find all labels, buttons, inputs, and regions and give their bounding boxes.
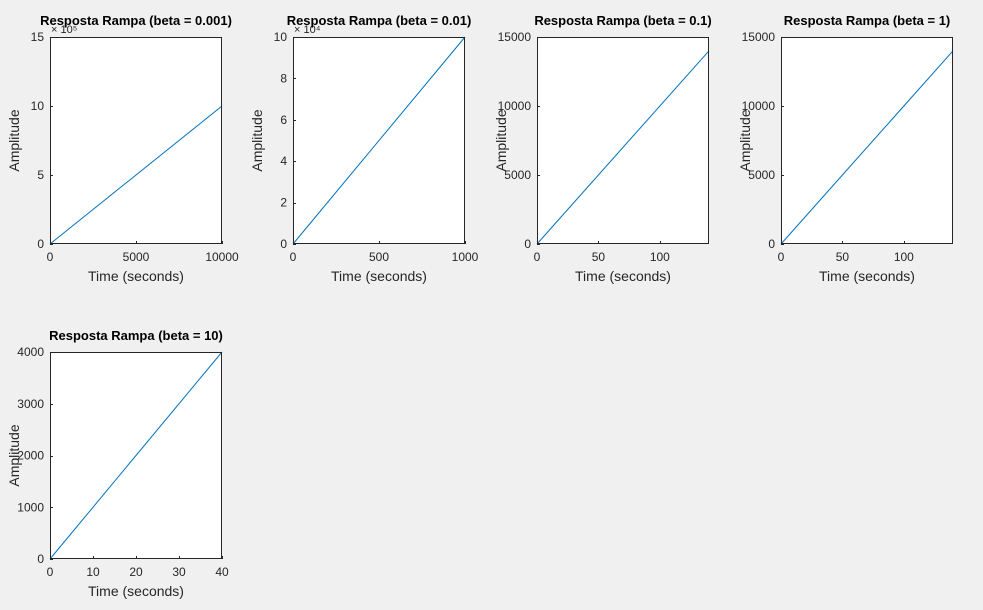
y-tick-label: 1000 <box>17 500 44 514</box>
y-axis-label: Amplitude <box>737 109 753 171</box>
x-axis-label: Time (seconds) <box>331 268 427 284</box>
y-tick-label: 4 <box>280 154 287 168</box>
subplot-4: 0 50 100 0 5000 10000 15000 Resposta Rampa (bet… <box>737 13 954 284</box>
series-line-1 <box>780 50 954 245</box>
y-tick-label: 3000 <box>17 397 44 411</box>
x-tick-label: 0 <box>290 250 297 264</box>
x-tick-label: 50 <box>836 250 850 264</box>
y-axis-label: Amplitude <box>6 109 22 171</box>
y-axis-label: Amplitude <box>493 109 509 171</box>
y-tick-label: 6 <box>280 113 287 127</box>
y-tick-label: 5000 <box>504 168 531 182</box>
chart-title: Resposta Rampa (beta = 0.01) <box>287 13 472 28</box>
y-tick-label: 4000 <box>17 345 44 359</box>
chart-title: Resposta Rampa (beta = 0.1) <box>534 13 711 28</box>
x-tick-label: 20 <box>129 565 143 579</box>
y-tick-label: 0 <box>37 237 44 251</box>
y-tick-label: 10000 <box>742 99 776 113</box>
x-tick-label: 0 <box>778 250 785 264</box>
chart-title: Resposta Rampa (beta = 10) <box>49 328 223 343</box>
y-exponent-label: × 10⁴ <box>294 24 321 36</box>
x-axis-label: Time (seconds) <box>88 583 184 599</box>
y-tick-label: 10 <box>31 99 45 113</box>
x-tick-label: 40 <box>215 565 229 579</box>
y-tick-label: 0 <box>280 237 287 251</box>
y-tick-label: 2000 <box>17 449 44 463</box>
subplot-5: 0 10 20 30 40 0 1000 2000 3000 4000 Resposta Rampa… <box>6 328 229 599</box>
chart-title: Resposta Rampa (beta = 1) <box>784 13 951 28</box>
y-exponent-label: × 10⁵ <box>51 24 77 36</box>
axes-box <box>537 37 709 244</box>
x-axis-label: Time (seconds) <box>88 268 184 284</box>
y-tick-label: 15 <box>31 30 45 44</box>
series-line-1 <box>536 50 710 245</box>
y-tick-label: 0 <box>524 237 531 251</box>
axes-background <box>537 37 709 244</box>
y-tick-label: 15000 <box>498 30 532 44</box>
y-tick-label: 8 <box>280 71 287 85</box>
y-tick-label: 15000 <box>742 30 776 44</box>
x-tick-label: 5000 <box>123 250 150 264</box>
x-tick-label: 30 <box>172 565 186 579</box>
series-line-1 <box>49 105 223 245</box>
x-tick-label: 1000 <box>452 250 479 264</box>
x-tick-label: 10000 <box>205 250 239 264</box>
y-tick-label: 10 <box>274 30 288 44</box>
y-tick-label: 0 <box>37 552 44 566</box>
y-tick-label: 5 <box>37 168 44 182</box>
axes-background <box>781 37 953 244</box>
x-tick-label: 10 <box>86 565 100 579</box>
y-tick-label: 2 <box>280 196 287 210</box>
series-line-1 <box>49 351 223 560</box>
y-axis-label: Amplitude <box>6 424 22 486</box>
y-tick-label: 0 <box>768 237 775 251</box>
y-tick-label: 5000 <box>748 168 775 182</box>
x-axis-label: Time (seconds) <box>575 268 671 284</box>
x-axis-label: Time (seconds) <box>819 268 915 284</box>
x-tick-label: 100 <box>650 250 670 264</box>
x-tick-label: 100 <box>894 250 914 264</box>
x-tick-label: 500 <box>369 250 389 264</box>
series-line-1 <box>292 36 466 245</box>
y-axis-label: Amplitude <box>249 109 265 171</box>
y-tick-label: 10000 <box>498 99 532 113</box>
chart-title: Resposta Rampa (beta = 0.001) <box>40 13 232 28</box>
x-tick-label: 50 <box>592 250 606 264</box>
axes-box <box>781 37 953 244</box>
x-tick-label: 0 <box>47 250 54 264</box>
x-tick-label: 0 <box>534 250 541 264</box>
axes-background <box>50 37 222 244</box>
x-tick-label: 0 <box>47 565 54 579</box>
